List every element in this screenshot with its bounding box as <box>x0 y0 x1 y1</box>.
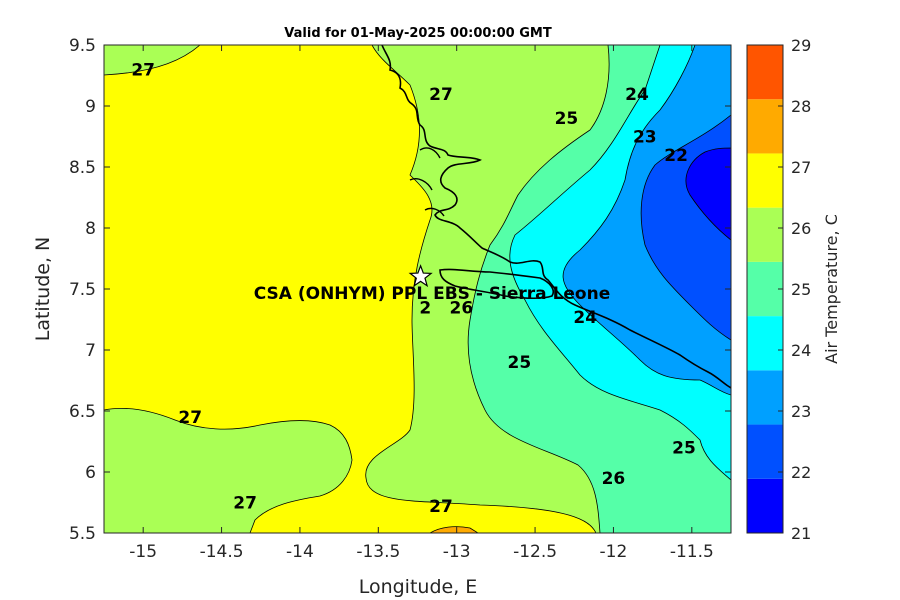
x-axis-ticks: -15 -14.5 -14 -13.5 -13 -12.5 -12 -11.5 <box>129 45 714 562</box>
colorbar-tick-label: 26 <box>791 219 811 238</box>
colorbar: 21 22 23 24 25 26 27 28 29 <box>746 36 811 543</box>
colorbar-segment <box>747 45 783 100</box>
y-tick-label: 7.5 <box>69 280 96 300</box>
colorbar-tick-label: 27 <box>791 158 811 177</box>
colorbar-tick-label: 28 <box>791 97 811 116</box>
colorbar-tick-label: 29 <box>791 36 811 55</box>
x-tick-label: -13.5 <box>356 542 400 562</box>
colorbar-segment <box>747 153 783 208</box>
contour-label: 24 <box>625 85 649 105</box>
colorbar-tick-label: 22 <box>791 463 811 482</box>
colorbar-segment <box>747 370 783 425</box>
region-27-28 <box>429 526 479 533</box>
colorbar-segment <box>747 207 783 262</box>
star-icon <box>408 264 433 288</box>
contour-label: 27 <box>429 85 453 105</box>
colorbar-segment <box>747 261 783 317</box>
contour-label: 27 <box>178 408 202 428</box>
y-tick-label: 6.5 <box>69 402 96 422</box>
x-axis-label: Longitude, E <box>359 576 478 598</box>
contour-label: 24 <box>573 308 597 328</box>
colorbar-segment <box>747 424 783 479</box>
colorbar-tick-label: 23 <box>791 402 811 421</box>
x-tick-label: -14.5 <box>200 542 244 562</box>
estuary-lines <box>409 147 445 217</box>
y-tick-label: 5.5 <box>69 524 96 544</box>
y-tick-label: 9.5 <box>69 36 96 56</box>
x-tick-label: -12.5 <box>513 542 557 562</box>
x-tick-label: -11.5 <box>670 542 714 562</box>
map-title: Valid for 01-May-2025 00:00:00 GMT <box>284 26 552 41</box>
y-tick-label: 8 <box>85 219 96 239</box>
contour-label: 25 <box>508 353 532 373</box>
y-axis-label: Latitude, N <box>32 237 54 342</box>
region-21 <box>685 147 731 241</box>
contour-label: 22 <box>664 146 688 166</box>
temperature-field <box>104 45 731 533</box>
x-tick-label: -14 <box>286 542 314 562</box>
colorbar-tick-label: 25 <box>791 280 811 299</box>
station-label: CSA (ONHYM) PPL EBS - Sierra Leone <box>254 284 611 304</box>
sherbro-coast <box>439 268 555 300</box>
colorbar-segment <box>747 478 783 533</box>
contour-label: 27 <box>131 60 155 80</box>
x-tick-label: -15 <box>129 542 157 562</box>
y-tick-label: 9 <box>85 97 96 117</box>
contour-label: 26 <box>602 469 626 489</box>
contour-label: 23 <box>633 128 657 148</box>
contour-label: 25 <box>555 109 579 129</box>
contour-label: 27 <box>429 497 453 517</box>
y-axis-ticks: 5.5 6 6.5 7 7.5 8 8.5 9 9.5 <box>69 36 731 544</box>
colorbar-label: Air Temperature, C <box>822 214 841 364</box>
colorbar-segment <box>747 316 783 371</box>
contour-label: 26 <box>450 298 474 318</box>
x-tick-label: -12 <box>600 542 628 562</box>
region-26-nw <box>104 45 201 76</box>
contour-label: 27 <box>233 494 257 514</box>
y-tick-label: 8.5 <box>69 158 96 178</box>
station-marker <box>408 264 433 288</box>
colorbar-tick-label: 24 <box>791 341 811 360</box>
contour-label: 25 <box>672 439 696 459</box>
coastline <box>381 45 731 389</box>
x-tick-label: -13 <box>443 542 471 562</box>
y-tick-label: 6 <box>85 463 96 483</box>
region-26-sw <box>104 407 353 533</box>
colorbar-segment <box>747 99 783 154</box>
contour-label: 2 <box>419 298 431 318</box>
colorbar-tick-label: 21 <box>791 524 811 543</box>
y-tick-label: 7 <box>85 341 96 361</box>
